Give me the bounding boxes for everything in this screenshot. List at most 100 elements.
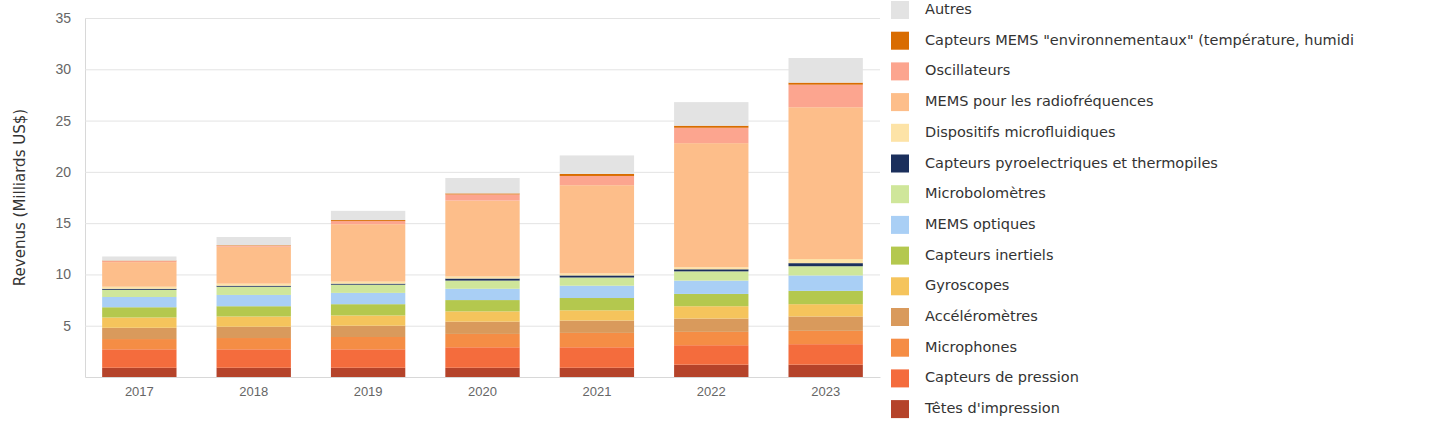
- legend-item: Accéléromètres: [891, 308, 1038, 326]
- bar-segment: [560, 275, 634, 277]
- bar-segment: [674, 267, 748, 269]
- legend-label: Accéléromètres: [925, 308, 1038, 324]
- legend-label: Oscillateurs: [925, 62, 1010, 78]
- bar-segment: [445, 322, 519, 334]
- bar-segment: [217, 286, 291, 287]
- legend-item: Microbolomètres: [891, 185, 1046, 203]
- y-tick: 25: [55, 113, 880, 129]
- bar-segment: [674, 281, 748, 294]
- legend-item: Autres: [891, 1, 972, 19]
- y-tick-label: 10: [55, 266, 71, 282]
- bar-segment: [674, 126, 748, 128]
- x-tick: 2018: [239, 384, 268, 399]
- bar-segment: [445, 201, 519, 277]
- bar-segment: [331, 368, 405, 377]
- bar-segment: [788, 85, 862, 108]
- legend-label: Capteurs MEMS "environnementaux" (tempér…: [925, 32, 1354, 48]
- x-tick: 2020: [468, 384, 497, 399]
- series: [102, 344, 863, 368]
- bar-segment: [331, 282, 405, 284]
- bar-segment: [445, 178, 519, 193]
- grid-line: [85, 18, 880, 19]
- bar-segment: [788, 331, 862, 344]
- bar-segment: [102, 297, 176, 307]
- series: [102, 85, 863, 262]
- bar-segment: [788, 107, 862, 259]
- legend: Autres Capteurs MEMS "environnementaux" (…: [891, 1, 1354, 418]
- bar-segment: [674, 102, 748, 126]
- bar-segment: [445, 368, 519, 377]
- bar-segment: [445, 347, 519, 368]
- legend-label: Autres: [925, 1, 972, 17]
- series: [102, 107, 863, 287]
- series: [102, 275, 863, 307]
- bar-segment: [331, 315, 405, 325]
- x-tick: 2023: [811, 384, 840, 399]
- bar-segment: [674, 269, 748, 271]
- bar-segment: [217, 327, 291, 338]
- bar-segment: [217, 338, 291, 349]
- x-tick: 2019: [354, 384, 383, 399]
- legend-swatch: [891, 124, 909, 142]
- bar-segment: [102, 289, 176, 290]
- x-axis: 2017 2018 2019 2020 2021 2022 2023: [86, 378, 881, 400]
- legend-item: Capteurs de pression: [891, 369, 1079, 387]
- bar-segment: [102, 349, 176, 367]
- bar-segment: [217, 284, 291, 286]
- legend-item: Gyroscopes: [891, 277, 1009, 295]
- bar-segment: [560, 321, 634, 333]
- bar-segment: [788, 316, 862, 330]
- bar-segment: [217, 287, 291, 295]
- legend-item: Microphones: [891, 339, 1017, 357]
- bar-segment: [217, 295, 291, 306]
- bar-segment: [102, 339, 176, 349]
- legend-item: MEMS pour les radiofréquences: [891, 93, 1154, 111]
- bar-segment: [331, 285, 405, 293]
- bar-segment: [788, 365, 862, 377]
- y-tick-label: 30: [55, 61, 71, 77]
- x-tick: 2017: [125, 384, 154, 399]
- bar-segment: [674, 365, 748, 377]
- bar-segment: [102, 256, 176, 260]
- bar-segment: [217, 368, 291, 377]
- bar-segment: [560, 298, 634, 310]
- bar-segment: [331, 224, 405, 281]
- bar-segment: [331, 211, 405, 220]
- legend-swatch: [891, 247, 909, 265]
- bar-segment: [560, 185, 634, 273]
- x-tick: 2021: [582, 384, 611, 399]
- legend-swatch: [891, 369, 909, 387]
- bars: [102, 58, 863, 377]
- bar-segment: [674, 128, 748, 143]
- legend-label: MEMS pour les radiofréquences: [925, 93, 1154, 109]
- y-tick: 30: [55, 61, 880, 77]
- x-tick-label: 2020: [468, 384, 497, 399]
- legend-label: Capteurs inertiels: [925, 247, 1053, 263]
- legend-label: Capteurs de pression: [925, 369, 1079, 385]
- bar-segment: [102, 318, 176, 328]
- x-tick: 2022: [697, 384, 726, 399]
- bar-segment: [560, 155, 634, 173]
- x-tick-label: 2017: [125, 384, 154, 399]
- legend-swatch: [891, 400, 909, 418]
- bar-segment: [102, 368, 176, 377]
- legend-item: MEMS optiques: [891, 216, 1036, 234]
- bar-segment: [560, 278, 634, 286]
- x-tick-label: 2022: [697, 384, 726, 399]
- y-tick: 20: [55, 164, 880, 180]
- bar-segment: [788, 344, 862, 365]
- bar-segment: [102, 290, 176, 297]
- legend-item: Dispositifs microfluidiques: [891, 124, 1115, 142]
- y-tick-label: 35: [55, 10, 71, 26]
- bar-segment: [788, 83, 862, 85]
- legend-item: Capteurs pyroelectriques et thermopiles: [891, 155, 1218, 173]
- legend-swatch: [891, 339, 909, 357]
- legend-label: Microbolomètres: [925, 185, 1046, 201]
- bar-segment: [217, 349, 291, 367]
- x-tick-label: 2023: [811, 384, 840, 399]
- bar-segment: [674, 294, 748, 306]
- x-tick-label: 2019: [354, 384, 383, 399]
- bar-segment: [102, 262, 176, 287]
- bar-segment: [788, 275, 862, 290]
- bar-segment: [560, 333, 634, 347]
